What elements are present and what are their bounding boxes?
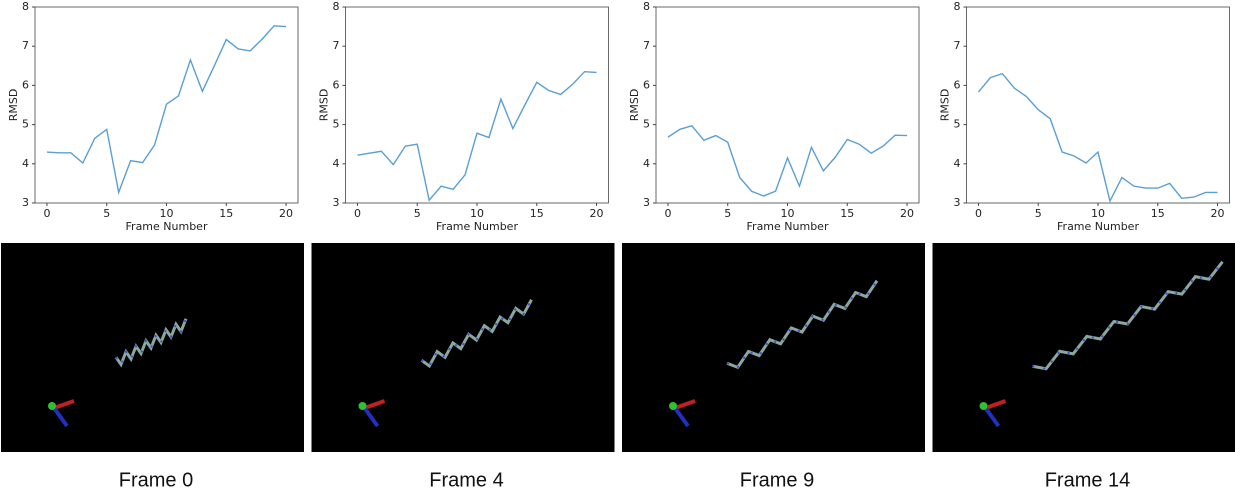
caption: Frame 4 xyxy=(429,469,503,491)
plot-frame xyxy=(655,6,920,204)
x-tick-label: 10 xyxy=(781,207,795,220)
y-tick-label: 8 xyxy=(954,0,961,13)
x-tick-label: 5 xyxy=(724,207,731,220)
y-tick-label: 3 xyxy=(22,196,29,209)
molecule-atoms xyxy=(726,280,878,369)
y-tick-label: 7 xyxy=(643,39,650,52)
caption: Frame 14 xyxy=(1045,469,1131,491)
x-axis-label: Frame Number xyxy=(1057,220,1139,233)
y-tick-label: 5 xyxy=(333,118,340,131)
y-tick-label: 8 xyxy=(643,0,650,13)
y-tick-label: 6 xyxy=(22,78,29,91)
x-tick-label: 15 xyxy=(530,207,544,220)
plot-frame xyxy=(345,6,609,204)
caption: Frame 0 xyxy=(119,469,193,491)
y-axis-label: RMSD xyxy=(7,89,20,122)
rmsd-line xyxy=(977,72,1218,204)
x-tick-label: 10 xyxy=(470,207,484,220)
caption: Frame 9 xyxy=(740,469,814,491)
axis-z xyxy=(52,406,69,428)
molecule-atoms xyxy=(1032,261,1224,370)
x-tick-label: 0 xyxy=(43,207,50,220)
axis-z xyxy=(362,406,380,428)
rmsd-line xyxy=(667,124,908,197)
x-tick-label: 20 xyxy=(900,207,914,220)
y-tick-label: 7 xyxy=(22,39,29,52)
y-tick-label: 4 xyxy=(22,157,29,170)
rmsd-line xyxy=(357,70,597,202)
y-tick-label: 6 xyxy=(954,78,961,91)
x-tick-label: 0 xyxy=(664,207,671,220)
x-tick-label: 0 xyxy=(354,207,361,220)
axis-x xyxy=(363,399,386,410)
axis-x xyxy=(674,399,696,410)
x-axis-label: Frame Number xyxy=(436,220,518,233)
molecule xyxy=(420,299,533,369)
plot-frame xyxy=(966,6,1230,204)
y-tick-label: 3 xyxy=(643,196,650,209)
y-tick-label: 3 xyxy=(954,196,961,209)
y-tick-label: 6 xyxy=(333,78,340,91)
axis-y xyxy=(669,402,677,410)
axis-x xyxy=(984,399,1007,410)
axis-y xyxy=(979,402,988,410)
axis-z xyxy=(673,406,690,428)
x-axis-label: Frame Number xyxy=(747,220,829,233)
y-tick-label: 4 xyxy=(333,157,340,170)
x-tick-label: 5 xyxy=(1035,207,1042,220)
y-tick-label: 6 xyxy=(643,78,650,91)
x-tick-label: 5 xyxy=(414,207,421,220)
y-tick-label: 5 xyxy=(22,118,29,131)
axis-z xyxy=(983,406,1001,428)
y-tick-label: 3 xyxy=(333,196,340,209)
x-tick-label: 15 xyxy=(219,207,233,220)
x-tick-label: 5 xyxy=(103,207,110,220)
molecule-view xyxy=(622,243,925,452)
x-tick-label: 10 xyxy=(160,207,174,220)
y-tick-label: 4 xyxy=(954,157,961,170)
y-axis-label: RMSD xyxy=(318,89,331,122)
y-axis-label: RMSD xyxy=(939,89,952,122)
x-tick-label: 10 xyxy=(1091,207,1105,220)
molecule xyxy=(114,318,188,368)
y-tick-label: 5 xyxy=(954,118,961,131)
y-tick-label: 7 xyxy=(954,39,961,52)
axis-y xyxy=(48,402,56,410)
rmsd-line xyxy=(46,25,287,195)
x-tick-label: 20 xyxy=(590,207,604,220)
axis-y xyxy=(358,402,367,410)
x-tick-label: 15 xyxy=(840,207,854,220)
y-tick-label: 7 xyxy=(333,39,340,52)
y-tick-label: 5 xyxy=(643,118,650,131)
y-axis-label: RMSD xyxy=(628,89,641,122)
x-axis-label: Frame Number xyxy=(126,220,208,233)
x-tick-label: 15 xyxy=(1151,207,1165,220)
x-tick-label: 20 xyxy=(279,207,293,220)
y-tick-label: 8 xyxy=(22,0,29,13)
x-tick-label: 20 xyxy=(1211,207,1225,220)
y-tick-label: 4 xyxy=(643,157,650,170)
x-tick-label: 0 xyxy=(975,207,982,220)
axis-x xyxy=(53,399,75,410)
molecule-view xyxy=(932,243,1235,452)
y-tick-label: 8 xyxy=(333,0,340,13)
